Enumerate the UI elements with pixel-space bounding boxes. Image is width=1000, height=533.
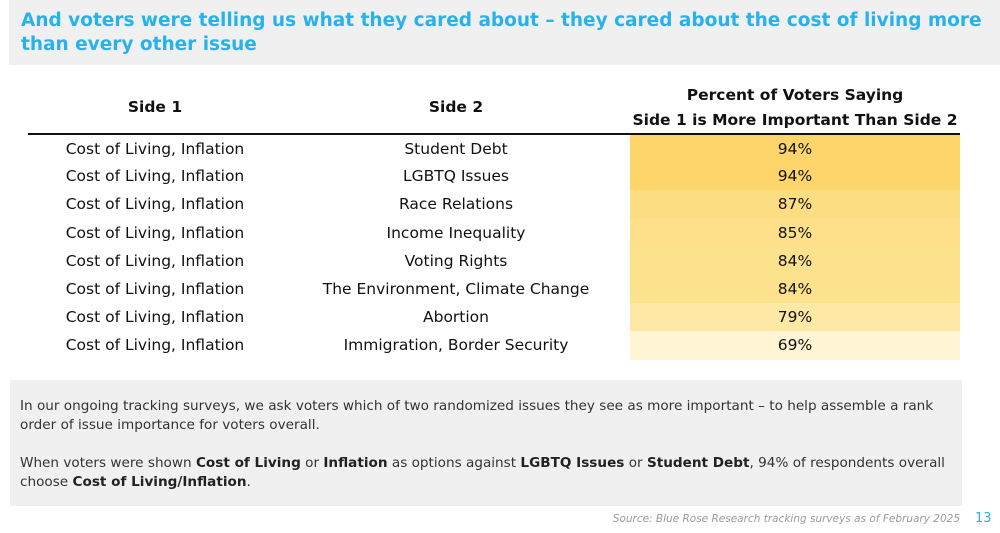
header-percent-line1: Percent of Voters Saying — [686, 85, 904, 104]
explanation-note: In our ongoing tracking surveys, we ask … — [10, 380, 962, 506]
cell-side1: Cost of Living, Inflation — [65, 139, 245, 158]
title-bar: And voters were telling us what they car… — [9, 0, 1000, 65]
cell-side1: Cost of Living, Inflation — [65, 223, 245, 242]
cell-side2: Abortion — [423, 308, 489, 327]
cell-side1: Cost of Living, Inflation — [65, 336, 245, 355]
table-row: Cost of Living, Inflation Voting Rights 84… — [28, 246, 960, 275]
note-text: as options against — [387, 455, 521, 471]
table-header-row: Side 1 Side 2 Percent of Voters Saying S… — [28, 82, 960, 135]
source-citation: Source: Blue Rose Research tracking surv… — [612, 513, 960, 525]
cell-side1: Cost of Living, Inflation — [65, 195, 245, 214]
note-bold: Cost of Living/Inflation — [72, 474, 247, 490]
cell-percent: 85% — [630, 218, 960, 247]
note-text: or — [300, 455, 324, 471]
cell-percent: 79% — [630, 303, 960, 332]
slide-title: And voters were telling us what they car… — [21, 10, 982, 55]
cell-side2: Race Relations — [398, 195, 514, 214]
cell-side2: Immigration, Border Security — [343, 336, 569, 355]
cell-percent: 87% — [630, 190, 960, 219]
header-side1: Side 1 — [28, 82, 282, 135]
page-number: 13 — [975, 511, 992, 526]
cell-percent: 69% — [630, 331, 960, 360]
cell-side1: Cost of Living, Inflation — [65, 308, 245, 327]
table-row: Cost of Living, Inflation Race Relations 8… — [28, 190, 960, 219]
cell-side1: Cost of Living, Inflation — [65, 251, 245, 270]
note-bold: LGBTQ Issues — [520, 455, 625, 471]
header-side2: Side 2 — [282, 82, 630, 135]
cell-side1: Cost of Living, Inflation — [65, 280, 245, 299]
note-text: . — [246, 474, 251, 490]
note-text: or — [624, 455, 647, 471]
table-row: Cost of Living, Inflation LGBTQ Issues 94% — [28, 162, 960, 191]
note-paragraph-2: When voters were shown Cost of Living or… — [20, 454, 952, 492]
note-bold: Student Debt — [646, 455, 750, 471]
cell-side2: The Environment, Climate Change — [322, 280, 590, 299]
header-percent: Percent of Voters Saying Side 1 is More … — [630, 82, 960, 135]
table-row: Cost of Living, Inflation Abortion 79% — [28, 303, 960, 332]
table-row: Cost of Living, Inflation Student Debt 94% — [28, 134, 960, 163]
table-row: Cost of Living, Inflation Income Inequali… — [28, 218, 960, 247]
cell-side1: Cost of Living, Inflation — [65, 167, 245, 186]
table-row: Cost of Living, Inflation Immigration, Bo… — [28, 331, 960, 360]
cell-side2: Income Inequality — [386, 223, 526, 242]
cell-side2: Student Debt — [404, 139, 508, 158]
header-percent-line2: Side 1 is More Important Than Side 2 — [632, 110, 958, 129]
note-bold: Inflation — [323, 455, 388, 471]
cell-side2: Voting Rights — [404, 251, 508, 270]
cell-percent: 94% — [630, 162, 960, 191]
cell-percent: 84% — [630, 274, 960, 304]
note-text: When voters were shown — [20, 455, 196, 471]
note-paragraph-1: In our ongoing tracking surveys, we ask … — [20, 398, 934, 433]
issue-comparison-table: Side 1 Side 2 Percent of Voters Saying S… — [28, 82, 960, 360]
cell-percent: 84% — [630, 246, 960, 275]
table-row: Cost of Living, Inflation The Environment… — [28, 274, 960, 304]
note-text: , 94% of respondents overall choose — [20, 455, 945, 490]
cell-side2: LGBTQ Issues — [402, 167, 510, 186]
cell-percent: 94% — [630, 134, 960, 163]
note-bold: Cost of Living — [195, 455, 301, 471]
